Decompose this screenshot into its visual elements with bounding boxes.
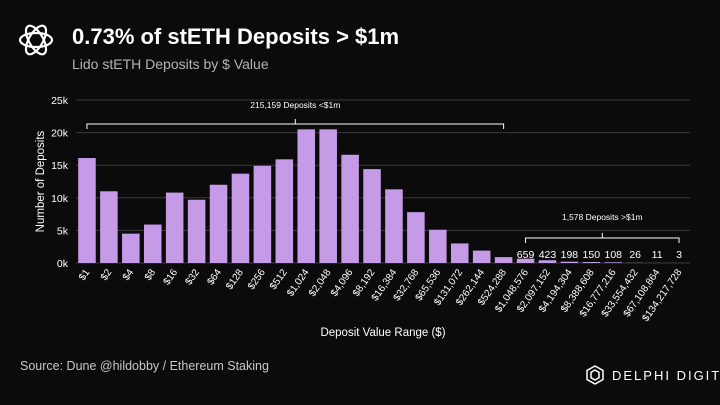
bar: [187, 199, 206, 263]
bar: [604, 262, 623, 263]
x-tick-label: $16: [162, 267, 181, 287]
data-label: 26: [629, 249, 641, 261]
data-label: 198: [561, 249, 579, 261]
y-tick-label: 10k: [51, 193, 69, 205]
chart-title: 0.73% of stETH Deposits > $1m: [72, 24, 400, 49]
x-tick-label: $4: [121, 267, 137, 283]
delphi-digital-logo-icon: [586, 365, 604, 385]
bar: [429, 229, 447, 263]
data-label: 11: [652, 249, 663, 261]
bar: [122, 233, 140, 263]
bar: [78, 158, 96, 263]
bar: [582, 262, 601, 263]
y-tick-label: 20k: [51, 128, 69, 140]
annotation-label: 1,578 Deposits >$1m: [562, 212, 643, 222]
brand: DELPHI DIGITAL: [584, 364, 720, 386]
bar: [363, 169, 381, 263]
bar: [450, 243, 469, 263]
bar: [341, 154, 359, 263]
bar: [275, 159, 294, 263]
bar: [209, 184, 228, 263]
bar: [494, 257, 513, 263]
bar: [385, 189, 403, 263]
data-label: 3: [676, 249, 682, 261]
annotation-bracket: [86, 119, 505, 129]
data-label: 150: [583, 249, 601, 261]
data-label: 423: [539, 249, 557, 261]
bar: [407, 212, 425, 263]
bar: [538, 260, 557, 263]
source-note: Source: Dune @hildobby / Ethereum Stakin…: [20, 359, 269, 373]
x-tick-label: $8: [143, 267, 159, 283]
data-label: 659: [517, 249, 535, 261]
x-tick-label: $256: [246, 267, 268, 292]
x-tick-label: $1: [77, 267, 93, 283]
y-tick-label: 0k: [57, 258, 69, 270]
x-tick-label: $512: [268, 267, 290, 292]
x-tick-label: $32: [183, 267, 202, 287]
bar: [253, 165, 272, 263]
annotation-label: 215,159 Deposits <$1m: [250, 100, 340, 110]
brand-name: DELPHI DIGITAL: [612, 367, 720, 383]
annotation-bracket: [525, 233, 680, 243]
y-axis-label: Number of Deposits: [35, 130, 47, 232]
bar: [165, 192, 184, 263]
bar: [472, 250, 491, 263]
bar: [319, 129, 337, 263]
bar: [560, 261, 579, 263]
bar: [143, 224, 162, 263]
bar: [231, 173, 250, 263]
bar: [100, 191, 118, 263]
x-tick-label: $2: [99, 267, 115, 283]
bar: [297, 129, 316, 263]
chart-subtitle: Lido stETH Deposits by $ Value: [72, 56, 269, 72]
data-label: 108: [604, 249, 622, 261]
lido-logo-icon: [18, 24, 54, 56]
bar: [516, 258, 535, 263]
x-tick-label: $64: [205, 267, 224, 287]
x-axis-label: Deposit Value Range ($): [320, 327, 445, 339]
y-tick-label: 5k: [57, 225, 69, 237]
y-tick-label: 25k: [51, 95, 69, 107]
x-tick-label: $128: [224, 267, 246, 292]
y-tick-label: 15k: [51, 160, 69, 172]
